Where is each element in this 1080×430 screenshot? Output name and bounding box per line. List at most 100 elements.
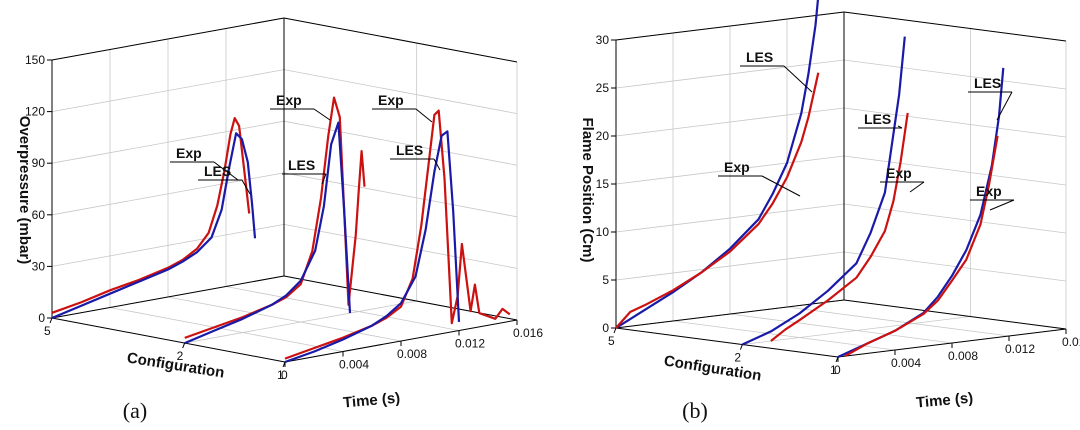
- series-line: [284, 130, 461, 364]
- leader-line: [213, 161, 239, 181]
- axis-edge: [843, 299, 1067, 330]
- x-tick-label: 0.004: [891, 356, 921, 370]
- z-tick-label: 2: [177, 349, 184, 363]
- grid-line: [283, 69, 518, 114]
- series-annotation: Exp: [276, 92, 302, 108]
- y-tick-label: 25: [596, 81, 610, 95]
- series-annotation: Exp: [176, 145, 202, 161]
- z-tick-label: 1: [277, 368, 284, 382]
- grid-line: [729, 313, 953, 344]
- series-annotation: LES: [974, 75, 1001, 91]
- tick-mark: [739, 344, 743, 350]
- x-tick-label: 0.016: [513, 326, 543, 340]
- y-tick-label: 120: [25, 105, 45, 119]
- grid-line: [225, 286, 460, 331]
- tick-mark: [282, 361, 286, 368]
- tick-mark: [49, 317, 53, 324]
- x-tick-label: 0.008: [397, 347, 427, 361]
- caption: (b): [682, 398, 708, 423]
- grid-line: [184, 300, 417, 344]
- x-tick-label: 0.004: [339, 358, 369, 372]
- x-tick-label: 0.012: [1005, 342, 1035, 356]
- y-tick-label: 60: [32, 208, 46, 222]
- y-tick-label: 10: [596, 225, 610, 239]
- series-line: [615, 72, 820, 329]
- grid-line: [843, 251, 1067, 282]
- leader-line: [996, 91, 1013, 121]
- grid-line: [167, 296, 402, 342]
- series-line: [837, 67, 1005, 358]
- caption: (a): [123, 398, 147, 423]
- series-annotation: Exp: [886, 165, 912, 181]
- grid-line: [786, 306, 1010, 337]
- x-tick-label: 0.012: [455, 337, 485, 351]
- grid-line: [843, 107, 1067, 138]
- leader-line: [897, 125, 903, 129]
- series-annotation: Exp: [976, 183, 1002, 199]
- grid-line: [843, 155, 1067, 186]
- axis-edge: [843, 11, 1067, 42]
- series-annotation: Exp: [724, 159, 750, 175]
- series-line: [51, 117, 251, 314]
- x-tick-label: 0: [834, 363, 841, 377]
- axis-edge: [51, 17, 285, 61]
- y-tick-label: 20: [596, 129, 610, 143]
- grid-line: [283, 120, 518, 166]
- series-line: [844, 135, 999, 358]
- series-annotation: Exp: [378, 92, 404, 108]
- grid-line: [843, 59, 1067, 90]
- series-annotation: LES: [746, 49, 773, 65]
- leader-line: [783, 65, 813, 93]
- leader-line: [909, 181, 925, 193]
- z-axis-title: Configuration: [663, 352, 763, 384]
- leader-line: [415, 108, 433, 123]
- y-tick-label: 90: [32, 156, 46, 170]
- series-annotation: LES: [288, 157, 315, 173]
- x-tick-label: 0.008: [948, 349, 978, 363]
- series-line: [184, 121, 352, 345]
- y-axis-title: Overpressure (mbar): [16, 116, 33, 264]
- axis-edge: [51, 275, 285, 319]
- leader-line: [989, 199, 1015, 211]
- grid-line: [283, 224, 518, 269]
- x-axis-title: Time (s): [915, 390, 974, 412]
- axis-edge: [615, 299, 845, 329]
- axis-edge: [51, 317, 286, 363]
- series-line: [741, 36, 906, 346]
- z-tick-label: 1: [830, 363, 837, 377]
- y-axis-title: Flame Position (Cm): [579, 117, 596, 262]
- y-tick-label: 5: [602, 273, 609, 287]
- leader-line: [433, 158, 441, 171]
- grid-line: [672, 320, 896, 351]
- axis-edge: [284, 319, 518, 363]
- series-line: [615, 0, 820, 329]
- series-line: [51, 132, 257, 320]
- tick-mark: [182, 342, 186, 349]
- series-annotation: LES: [204, 163, 231, 179]
- y-tick-label: 30: [596, 33, 610, 47]
- x-tick-label: 0.016: [1062, 335, 1080, 349]
- axis-edge: [615, 327, 839, 358]
- leader-line: [761, 175, 801, 197]
- y-tick-label: 0: [602, 321, 609, 335]
- x-tick-label: 0: [281, 368, 288, 382]
- y-tick-label: 30: [32, 259, 46, 273]
- leader-line: [241, 179, 251, 195]
- series-annotation: LES: [864, 111, 891, 127]
- y-tick-label: 15: [596, 177, 610, 191]
- axis-edge: [283, 17, 518, 63]
- grid-line: [843, 203, 1067, 234]
- x-axis-title: Time (s): [342, 390, 401, 412]
- tick-mark: [835, 356, 839, 363]
- y-tick-label: 0: [38, 311, 45, 325]
- y-tick-label: 150: [25, 53, 45, 67]
- z-tick-label: 5: [608, 334, 615, 348]
- tick-mark: [613, 327, 617, 334]
- grid-line: [109, 307, 344, 352]
- axis-edge: [837, 328, 1067, 358]
- grid-line: [742, 316, 971, 345]
- series-annotation: LES: [396, 142, 423, 158]
- z-tick-label: 2: [734, 351, 741, 365]
- axis-edge: [615, 11, 845, 41]
